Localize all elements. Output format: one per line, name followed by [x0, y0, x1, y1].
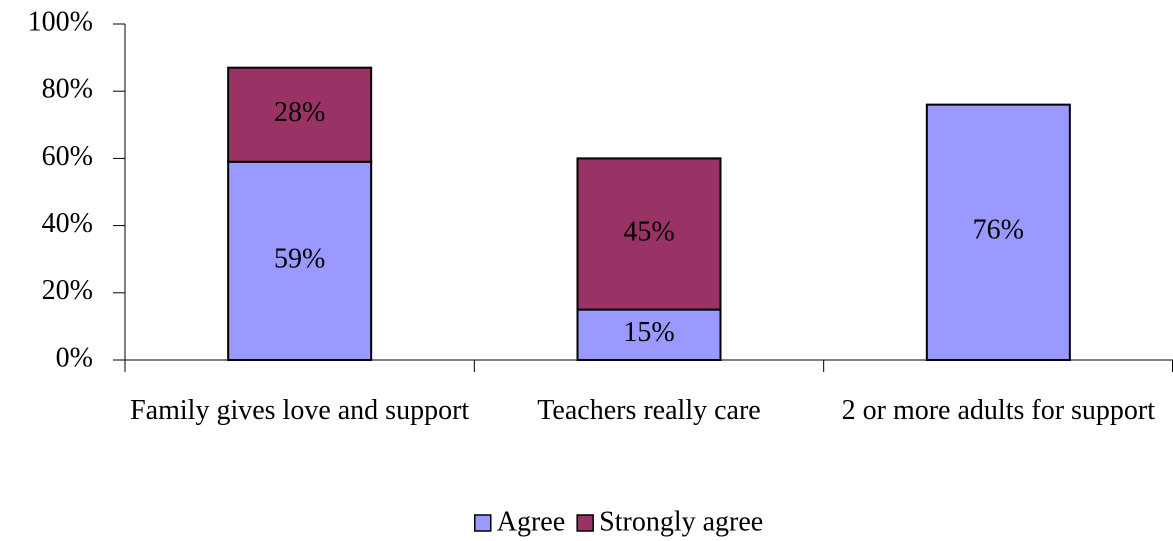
y-tick-label: 0% [56, 342, 93, 373]
legend-label: Agree [497, 506, 565, 537]
bar-segment [227, 66, 373, 163]
y-tick-label: 40% [42, 208, 93, 239]
y-tick-label: 100% [28, 6, 93, 37]
x-tick-label: 2 or more adults for support [841, 395, 1156, 426]
y-tick-label: 80% [42, 74, 93, 105]
data-label: 45% [623, 216, 674, 247]
x-tick-label: Teachers really care [537, 395, 761, 426]
data-label: 28% [274, 97, 325, 128]
legend-swatch [576, 514, 594, 532]
bar-segment [227, 160, 373, 361]
data-label: 76% [973, 215, 1024, 246]
y-tick-label: 60% [42, 141, 93, 172]
legend-label: Strongly agree [599, 506, 763, 537]
data-label: 15% [623, 317, 674, 348]
x-tick-label: Family gives love and support [130, 395, 470, 426]
data-label: 59% [274, 243, 325, 274]
legend-swatch [474, 514, 492, 532]
bar-segment [576, 157, 722, 311]
bar-segment [925, 103, 1071, 361]
y-tick-label: 20% [42, 275, 93, 306]
